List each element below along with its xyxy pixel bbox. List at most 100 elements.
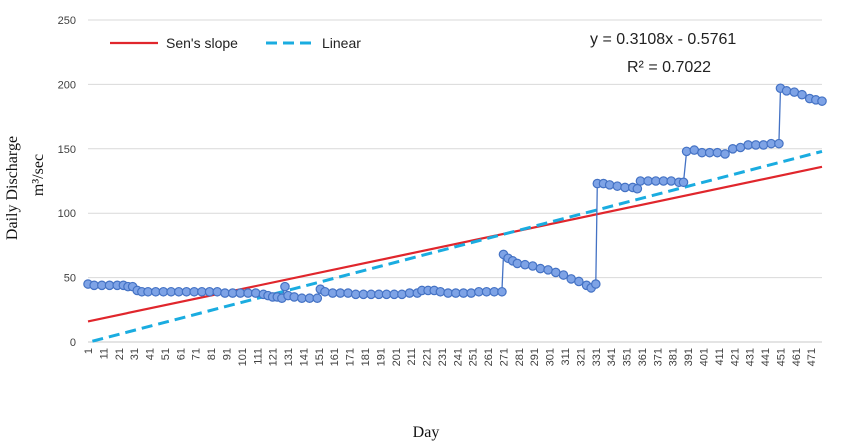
x-tick-label: 101 — [237, 348, 249, 366]
data-point — [280, 281, 290, 292]
x-tick-label: 251 — [468, 348, 480, 366]
data-point — [604, 180, 615, 190]
x-tick-label: 351 — [622, 348, 634, 366]
x-tick-label: 291 — [529, 348, 541, 366]
data-point — [612, 181, 623, 191]
data-point — [590, 279, 601, 289]
x-tick-label: 461 — [791, 348, 803, 366]
data-point — [727, 144, 738, 154]
x-tick-label: 271 — [498, 348, 510, 366]
observed-series-line — [87, 87, 823, 300]
data-point — [681, 146, 692, 157]
x-tick-label: 41 — [145, 348, 157, 360]
x-tick-label: 71 — [191, 348, 203, 360]
x-tick-label: 241 — [452, 348, 464, 366]
x-tick-label: 151 — [314, 348, 326, 366]
data-point — [320, 286, 330, 297]
x-tick-label: 1 — [83, 348, 95, 354]
trend-equation: y = 0.3108x - 0.5761 — [590, 31, 736, 48]
x-tick-label: 421 — [729, 348, 741, 366]
x-tick-label: 431 — [745, 348, 757, 366]
data-point — [720, 149, 730, 159]
x-tick-label: 441 — [760, 348, 772, 366]
x-tick-label: 111 — [252, 348, 264, 365]
y-axis-unit: m³/sec — [30, 154, 47, 196]
data-point — [397, 289, 407, 300]
data-point — [435, 286, 446, 297]
x-tick-label: 141 — [298, 348, 310, 366]
x-tick-label: 311 — [560, 348, 572, 366]
x-tick-label: 221 — [422, 348, 434, 366]
data-point — [250, 288, 261, 298]
x-tick-label: 131 — [283, 348, 295, 366]
x-tick-label: 451 — [775, 348, 787, 366]
data-point — [817, 96, 827, 106]
sens-slope-line — [87, 165, 823, 323]
x-tick-label: 341 — [606, 348, 618, 366]
x-tick-label: 391 — [683, 348, 695, 366]
x-ticks: 1 11 21 31 41 51 61 71 81 91 101 111 121 131 141 151 161… — [83, 348, 818, 366]
x-tick-label: 281 — [514, 348, 526, 366]
data-point — [774, 138, 784, 149]
data-point — [758, 140, 769, 150]
x-tick-label: 401 — [699, 348, 711, 366]
y-tick-label: 50 — [64, 273, 76, 285]
y-tick-label: 250 — [58, 15, 76, 27]
legend: Sen's slope Linear — [110, 35, 361, 51]
x-tick-label: 51 — [160, 348, 172, 360]
x-tick-label: 21 — [114, 348, 126, 360]
x-tick-label: 31 — [129, 348, 141, 360]
x-tick-label: 61 — [175, 348, 187, 360]
observed-series-markers — [83, 83, 827, 304]
x-tick-label: 381 — [668, 348, 680, 366]
data-point — [289, 292, 299, 302]
data-point — [535, 263, 546, 274]
y-tick-label: 150 — [58, 144, 76, 156]
y-grid — [88, 19, 822, 279]
r-squared: R² = 0.7022 — [627, 59, 711, 76]
x-tick-label: 371 — [652, 348, 664, 366]
x-tick-label: 171 — [345, 348, 357, 366]
data-point — [712, 147, 723, 158]
y-axis-title: Daily Discharge — [4, 136, 21, 240]
legend-label-linear: Linear — [322, 35, 361, 51]
x-tick-label: 181 — [360, 348, 372, 366]
x-tick-label: 81 — [206, 348, 218, 360]
x-tick-label: 261 — [483, 348, 495, 366]
legend-label-sens: Sen's slope — [166, 35, 238, 51]
linear-trend-line — [92, 149, 823, 343]
x-tick-label: 321 — [575, 348, 587, 366]
data-point — [343, 288, 353, 298]
data-point — [312, 293, 323, 304]
x-tick-label: 211 — [406, 348, 418, 366]
y-tick-label: 100 — [58, 208, 76, 220]
x-tick-label: 301 — [545, 348, 557, 366]
data-point — [574, 276, 584, 287]
x-tick-label: 361 — [637, 348, 649, 366]
x-axis-title: Day — [413, 424, 440, 441]
x-tick-label: 201 — [391, 348, 403, 366]
data-point — [781, 86, 792, 96]
x-tick-label: 231 — [437, 348, 449, 366]
x-tick-label: 161 — [329, 348, 341, 366]
x-tick-label: 331 — [591, 348, 603, 366]
x-tick-label: 411 — [714, 348, 726, 366]
data-point — [558, 270, 569, 280]
data-point — [666, 176, 676, 186]
data-point — [520, 259, 530, 270]
y-ticks: 0 50 100 150 200 250 — [58, 15, 76, 349]
data-point — [678, 177, 689, 188]
y-tick-label: 200 — [58, 79, 76, 91]
data-point — [797, 89, 807, 100]
data-point — [466, 288, 476, 298]
data-point — [497, 286, 507, 297]
data-point — [512, 258, 523, 269]
y-tick-label: 0 — [70, 337, 76, 349]
x-tick-label: 121 — [268, 348, 280, 366]
x-tick-label: 191 — [375, 348, 387, 366]
x-tick-label: 11 — [98, 348, 110, 359]
data-point — [212, 286, 223, 297]
x-tick-label: 91 — [221, 348, 233, 360]
x-tick-label: 471 — [806, 348, 818, 366]
